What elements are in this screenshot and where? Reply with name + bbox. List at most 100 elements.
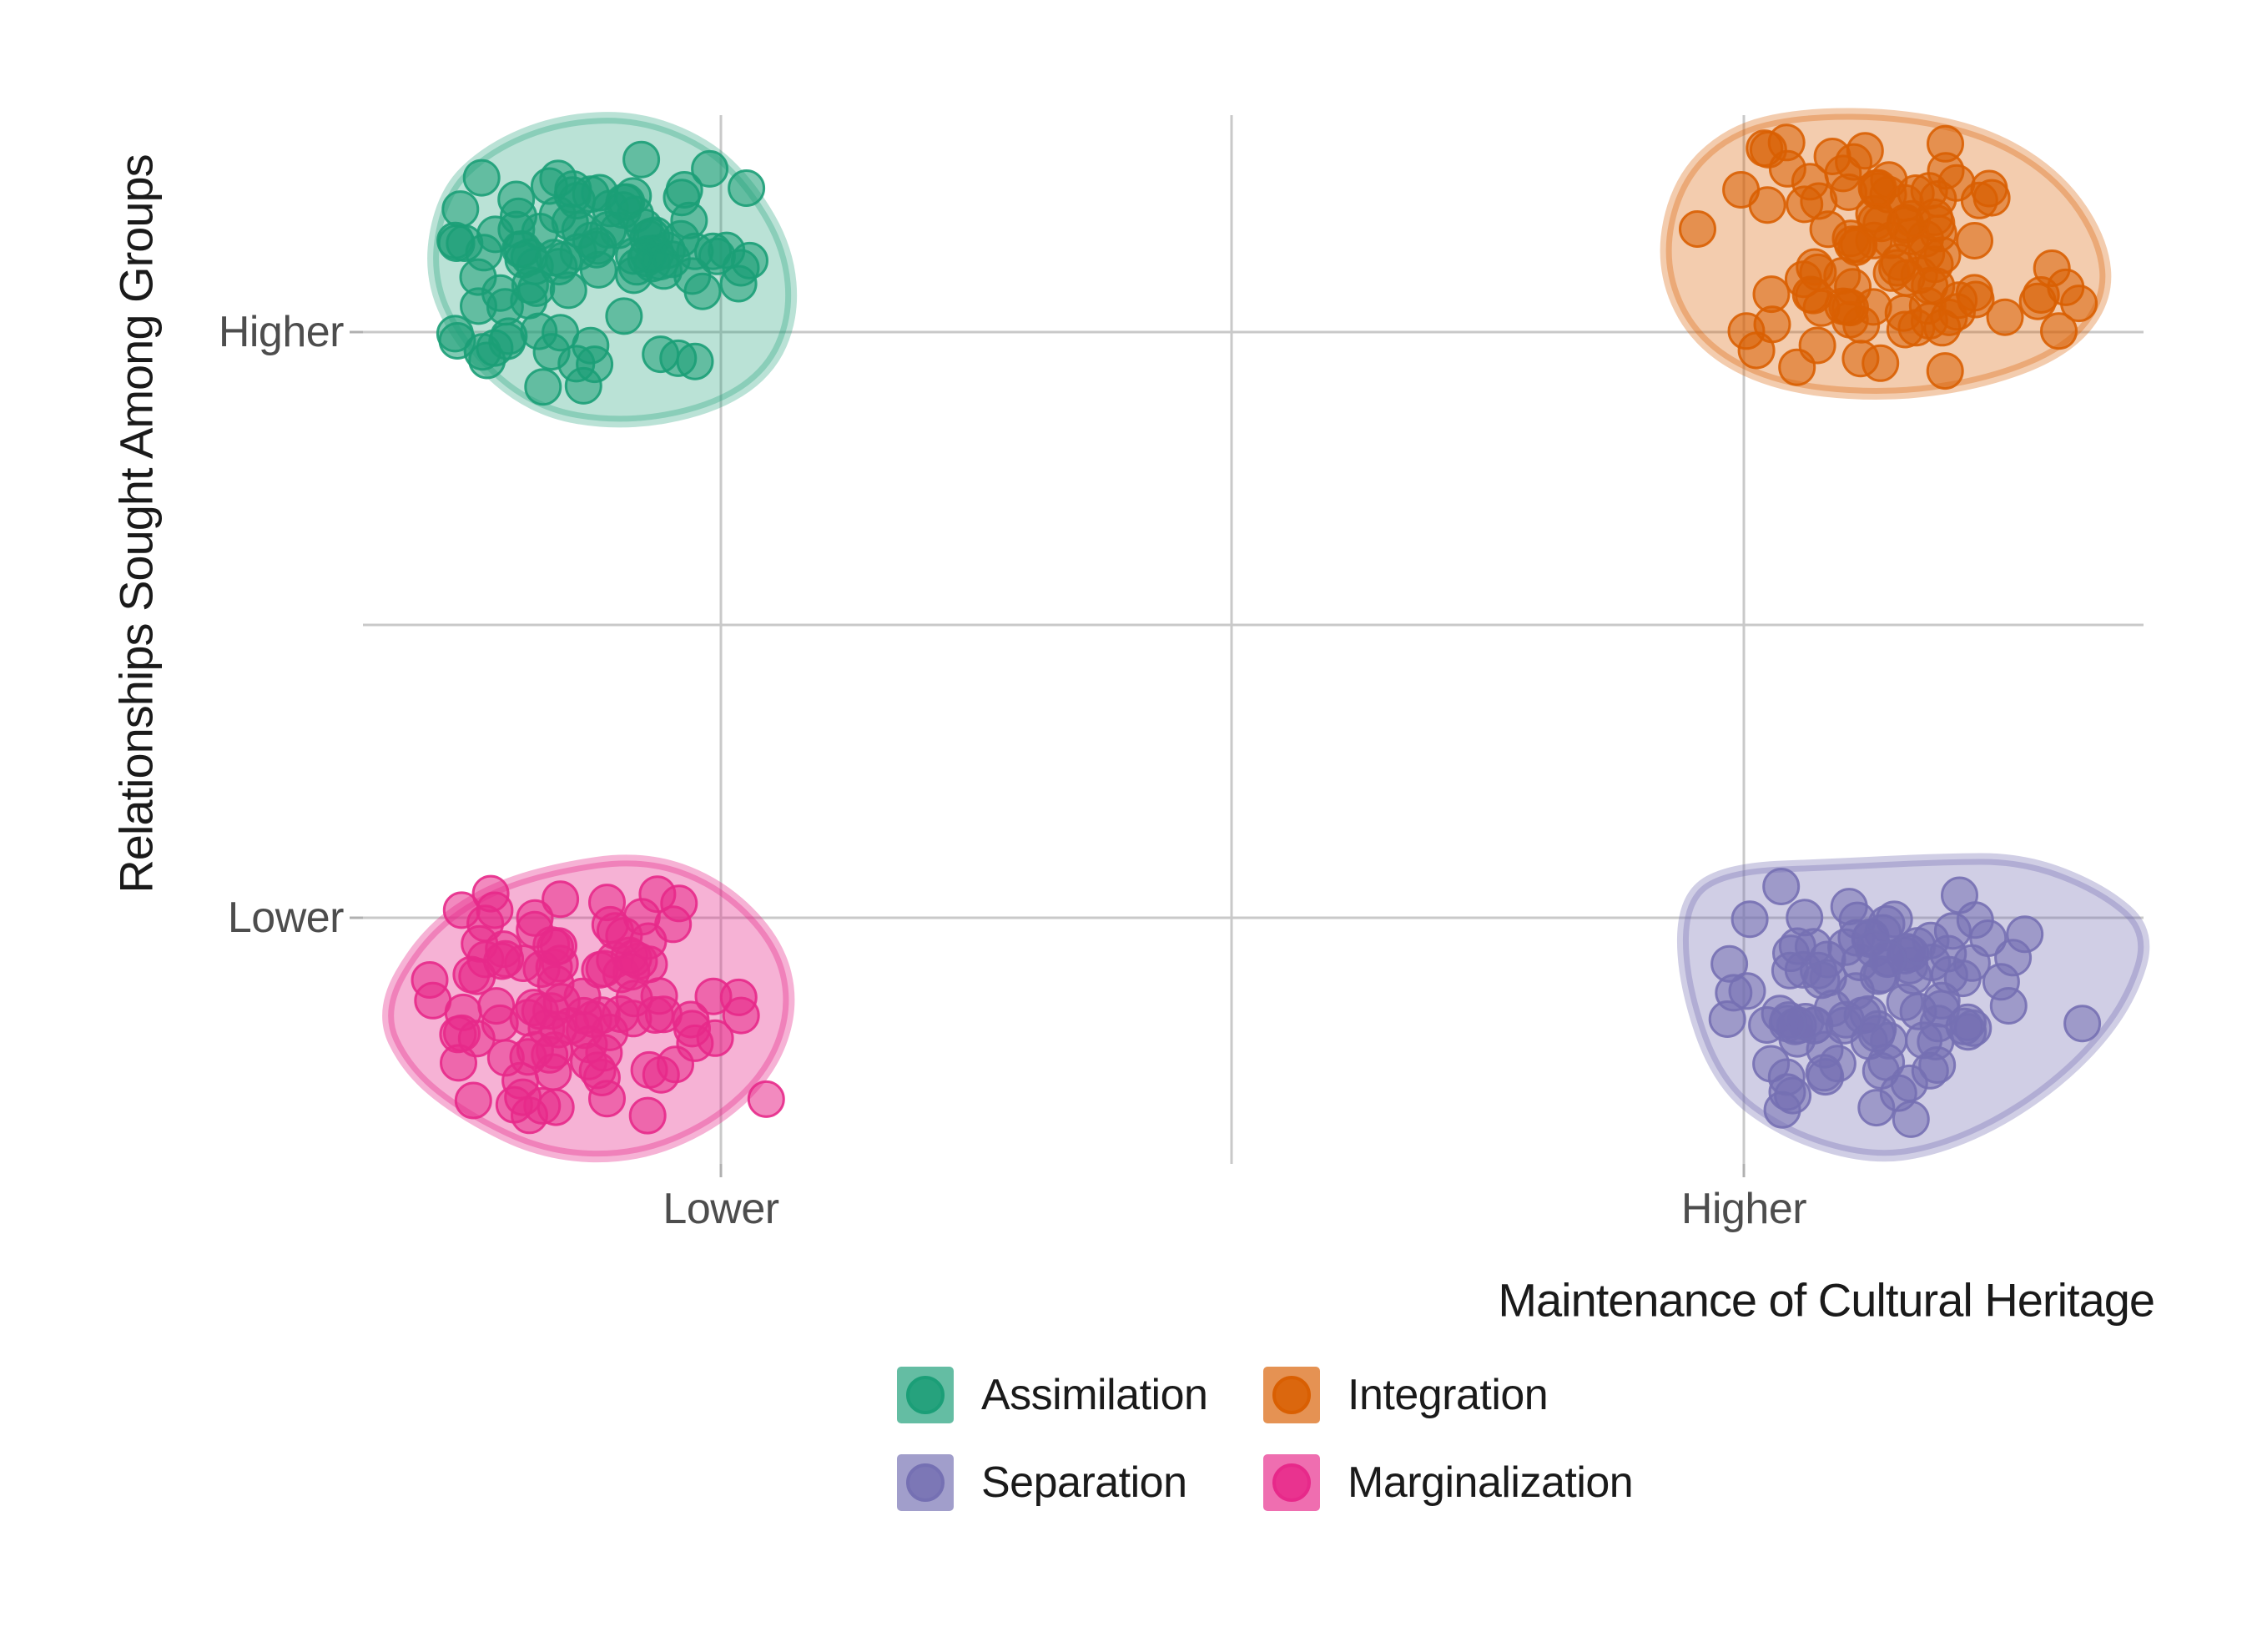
scatter-point — [542, 880, 580, 919]
scatter-point — [1794, 928, 1832, 966]
scatter-point — [1856, 202, 1895, 240]
scatter-point — [442, 891, 481, 929]
scatter-point — [615, 980, 653, 1018]
legend-item-assimilation: Assimilation — [897, 1367, 1263, 1423]
y-tick-label-lower: Lower — [227, 894, 345, 942]
scatter-point — [676, 342, 714, 380]
scatter-point — [1727, 312, 1766, 350]
scatter-point — [615, 237, 653, 275]
scatter-point — [1956, 222, 1993, 259]
axis-tick-marks — [350, 330, 1746, 1177]
scatter-point — [673, 1010, 711, 1048]
scatter-point — [1994, 939, 2033, 977]
scatter-point — [585, 949, 623, 988]
scatter-point — [521, 213, 559, 250]
scatter-point — [1926, 352, 1964, 390]
scatter-point — [1892, 1100, 1930, 1138]
legend: Assimilation Integration Separation Marg… — [897, 1367, 1634, 1511]
scatter-point — [1749, 130, 1787, 169]
scatter-point — [1771, 951, 1809, 990]
scatter-point — [436, 221, 475, 259]
scatter-point — [516, 1030, 554, 1069]
scatter-point — [694, 977, 733, 1015]
scatter-point — [1767, 1058, 1806, 1096]
scatter-point — [691, 149, 729, 188]
x-tick-label-lower: Lower — [662, 1185, 779, 1233]
y-axis-title: Relationships Sought Among Groups — [109, 154, 163, 894]
y-tick-label-higher: Higher — [218, 308, 345, 356]
scatter-point — [719, 264, 758, 303]
scatter-point — [1886, 983, 1924, 1021]
scatter-point — [462, 159, 501, 197]
scatter-point — [537, 965, 575, 1003]
scatter-point — [2063, 1005, 2102, 1043]
scatter-point — [622, 898, 661, 936]
legend-label: Separation — [981, 1458, 1187, 1507]
scatter-point — [1949, 1013, 1987, 1051]
scatter-point — [1862, 344, 1900, 382]
scatter-point — [1986, 298, 2024, 336]
scatter-point — [2040, 312, 2078, 350]
scatter-point — [441, 190, 480, 229]
scatter-point — [1846, 132, 1884, 170]
legend-item-integration: Integration — [1263, 1367, 1633, 1423]
scatter-point — [516, 910, 554, 949]
separation-point-icon — [906, 1463, 945, 1502]
scatter-point — [1868, 940, 1907, 979]
scatter-point — [1941, 876, 1978, 914]
scatter-point — [1872, 254, 1911, 292]
legend-label: Assimilation — [981, 1371, 1208, 1419]
scatter-point — [588, 884, 626, 922]
scatter-point — [570, 1025, 608, 1064]
scatter-point — [728, 169, 766, 207]
scatter-point — [1830, 888, 1868, 926]
legend-label: Marginalization — [1348, 1458, 1634, 1507]
scatter-point — [476, 329, 514, 367]
integration-swatch-icon — [1263, 1367, 1320, 1423]
scatter-point — [1768, 1005, 1806, 1043]
scatter-point — [1955, 274, 1993, 312]
scatter-point — [660, 884, 698, 923]
scatter-point — [2060, 285, 2098, 323]
scatter-point — [581, 174, 619, 212]
separation-swatch-icon — [897, 1454, 954, 1511]
assimilation-point-icon — [906, 1376, 945, 1414]
scatter-point — [747, 1080, 785, 1118]
scatter-point — [1907, 234, 1946, 273]
scatter-point — [1762, 868, 1801, 905]
scatter-point — [452, 955, 491, 994]
scatter-point — [1917, 1023, 1955, 1060]
scatter-point — [524, 368, 562, 406]
scatter-point — [1800, 182, 1838, 220]
scatter-point — [2022, 276, 2060, 314]
scatter-point — [605, 297, 643, 335]
scatter-point — [1809, 959, 1847, 997]
marginalization-point-icon — [1272, 1463, 1311, 1502]
scatter-point — [1989, 987, 2028, 1025]
scatter-point — [1798, 326, 1836, 365]
scatter-point — [457, 1020, 496, 1058]
x-axis-title: Maintenance of Cultural Heritage — [1498, 1273, 2155, 1327]
scatter-point — [1886, 310, 1924, 349]
scatter-point — [504, 1078, 542, 1116]
scatter-point — [1937, 164, 1976, 202]
scatter-point — [1763, 1090, 1801, 1129]
scatter-point — [622, 140, 661, 179]
scatter-point — [708, 231, 746, 269]
scatter-point — [1731, 900, 1769, 939]
legend-item-marginalization: Marginalization — [1263, 1454, 1634, 1511]
scatter-point — [1893, 199, 1931, 238]
assimilation-swatch-icon — [897, 1367, 954, 1423]
scatter-point — [617, 195, 654, 234]
scatter-point — [1728, 972, 1766, 1010]
scatter-point — [662, 179, 701, 217]
scatter-point — [1748, 186, 1786, 224]
scatter-point — [537, 1088, 575, 1126]
scatter-point — [1818, 1045, 1856, 1083]
scatter-points — [411, 123, 2102, 1138]
scatter-point — [1831, 300, 1869, 339]
scatter-point — [1752, 275, 1791, 314]
scatter-point — [1870, 1021, 1908, 1060]
